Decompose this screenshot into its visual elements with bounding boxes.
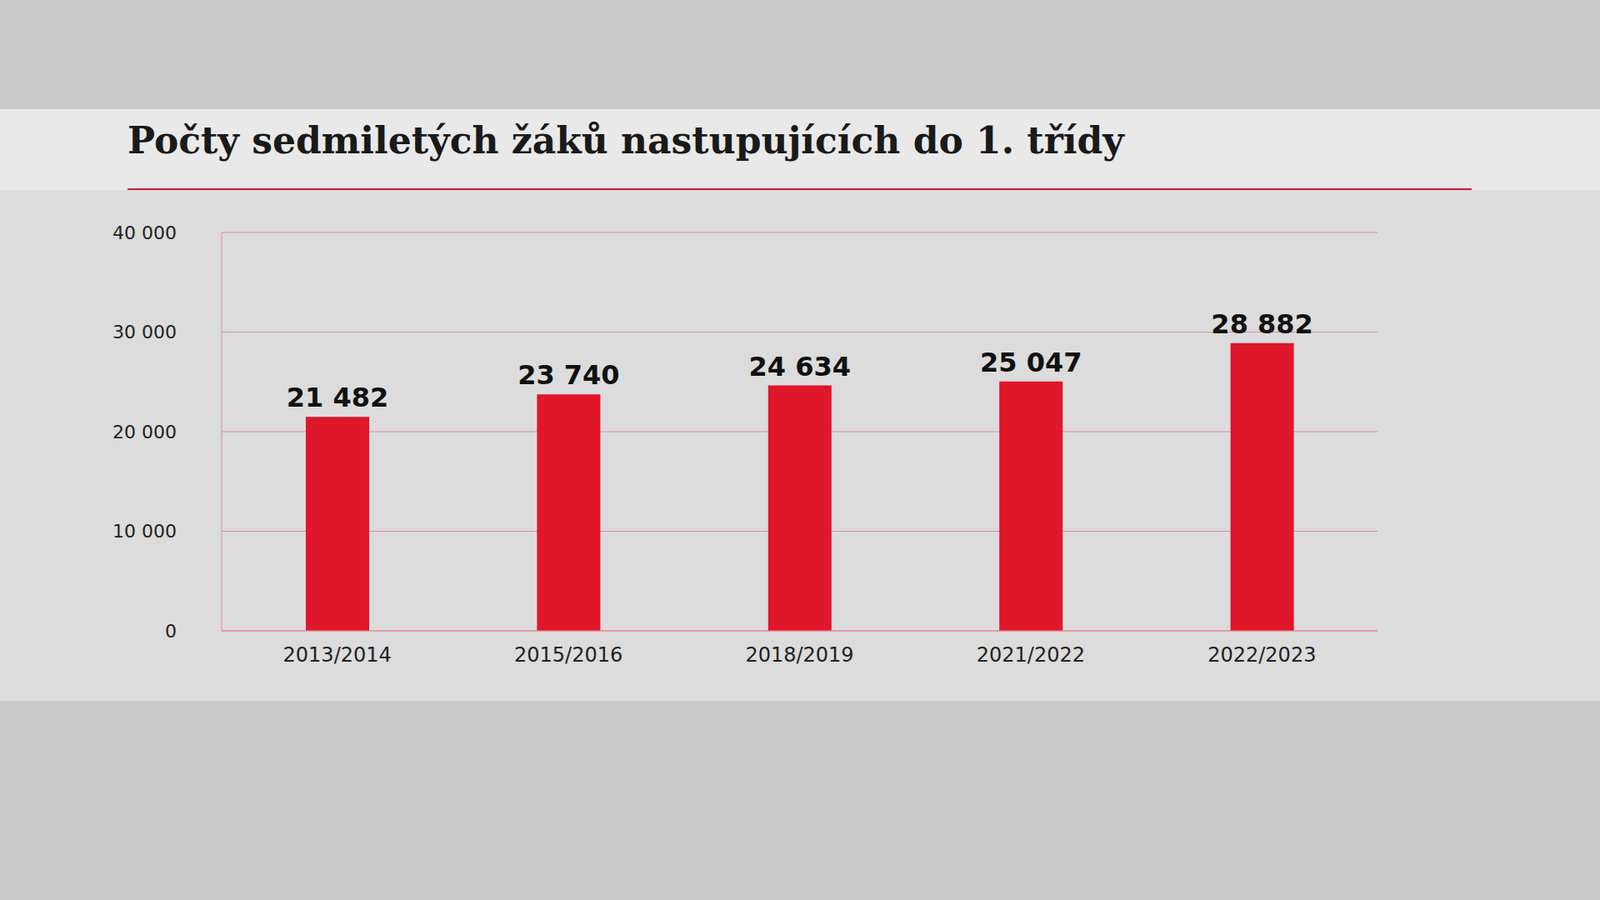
html-text:Počty sedmiletých žáků nastupu: Počty sedmiletých žáků nastupujících do … (127, 119, 1125, 162)
svg-text:2021/2022: 2021/2022 (976, 643, 1085, 667)
svg-text:0: 0 (165, 620, 177, 642)
svg-text:40 000: 40 000 (112, 222, 177, 244)
svg-text:24 634: 24 634 (749, 350, 851, 383)
svg-text:21 482: 21 482 (286, 381, 389, 414)
svg-text:2018/2019: 2018/2019 (745, 643, 854, 667)
svg-text:10 000: 10 000 (112, 520, 177, 542)
svg-text:30 000: 30 000 (112, 321, 177, 343)
svg-text:28 882: 28 882 (1210, 308, 1313, 340)
svg-text:25 047: 25 047 (980, 346, 1082, 379)
svg-text:2022/2023: 2022/2023 (1207, 643, 1316, 667)
svg-text:23 740: 23 740 (517, 359, 620, 391)
svg-text:20 000: 20 000 (112, 421, 177, 443)
svg-text:2015/2016: 2015/2016 (514, 643, 623, 667)
svg-text:2013/2014: 2013/2014 (283, 643, 392, 667)
